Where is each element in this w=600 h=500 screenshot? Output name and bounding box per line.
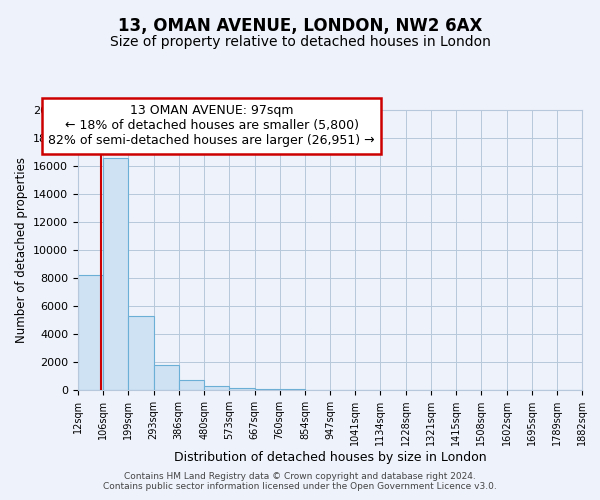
- Text: Contains public sector information licensed under the Open Government Licence v3: Contains public sector information licen…: [103, 482, 497, 491]
- X-axis label: Distribution of detached houses by size in London: Distribution of detached houses by size …: [173, 451, 487, 464]
- Bar: [103, 158, 128, 390]
- Bar: [229, 388, 254, 390]
- Bar: [254, 388, 280, 390]
- Bar: [154, 365, 179, 390]
- Bar: [78, 275, 103, 390]
- Bar: [204, 386, 229, 390]
- Text: 13 OMAN AVENUE: 97sqm
← 18% of detached houses are smaller (5,800)
82% of semi-d: 13 OMAN AVENUE: 97sqm ← 18% of detached …: [48, 104, 375, 148]
- Bar: [280, 389, 305, 390]
- Text: 13, OMAN AVENUE, LONDON, NW2 6AX: 13, OMAN AVENUE, LONDON, NW2 6AX: [118, 18, 482, 36]
- Text: Contains HM Land Registry data © Crown copyright and database right 2024.: Contains HM Land Registry data © Crown c…: [124, 472, 476, 481]
- Bar: [128, 316, 154, 390]
- Text: Size of property relative to detached houses in London: Size of property relative to detached ho…: [110, 35, 490, 49]
- Y-axis label: Number of detached properties: Number of detached properties: [14, 157, 28, 343]
- Bar: [179, 380, 204, 390]
